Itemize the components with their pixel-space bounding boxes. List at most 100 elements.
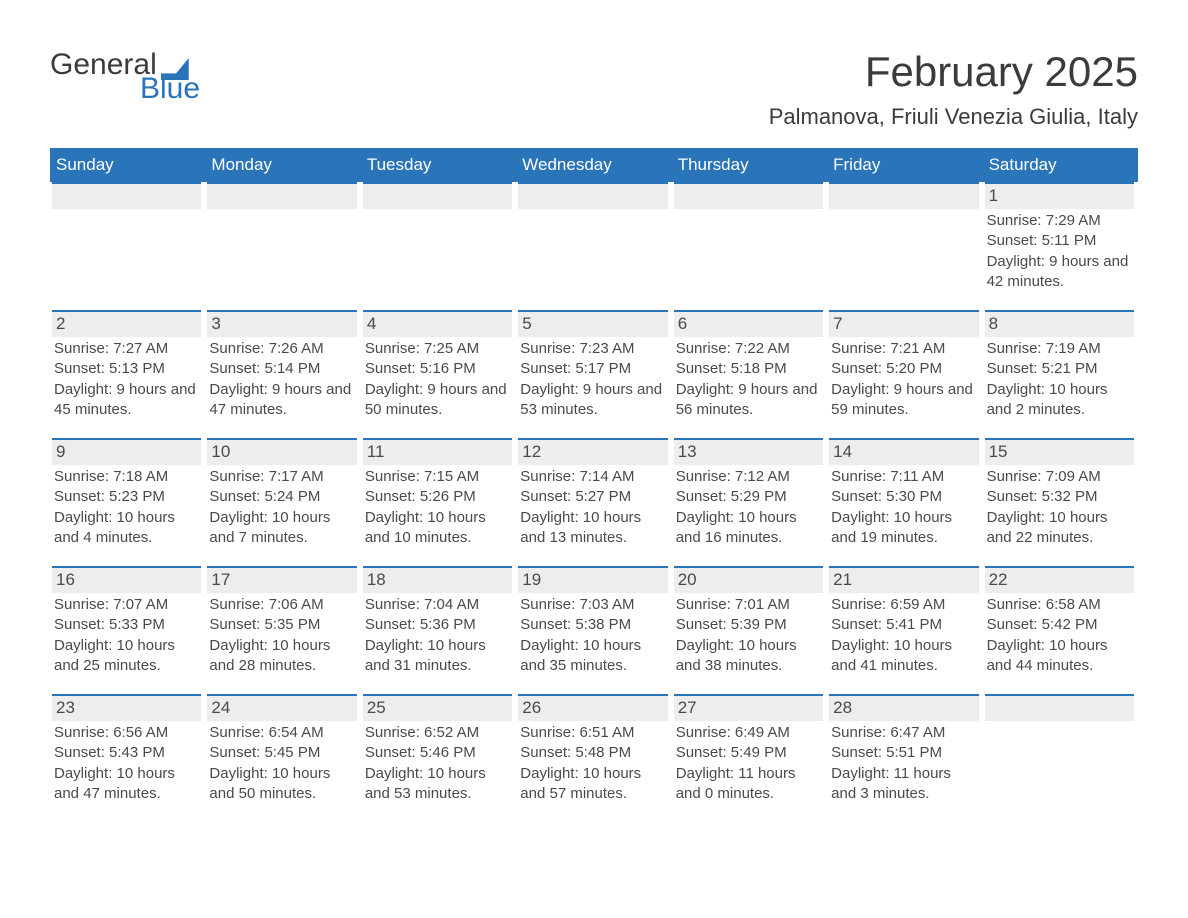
day-cell: 12Sunrise: 7:14 AMSunset: 5:27 PMDayligh… [516, 438, 671, 566]
sunset-text: Sunset: 5:17 PM [518, 359, 667, 379]
sunrise-text: Sunrise: 7:18 AM [52, 467, 201, 487]
day-cell: 7Sunrise: 7:21 AMSunset: 5:20 PMDaylight… [827, 310, 982, 438]
sunset-text: Sunset: 5:51 PM [829, 743, 978, 763]
day-cell: 2Sunrise: 7:27 AMSunset: 5:13 PMDaylight… [50, 310, 205, 438]
sunset-text: Sunset: 5:32 PM [985, 487, 1134, 507]
day-number: 22 [985, 566, 1134, 593]
day-number: 1 [985, 182, 1134, 209]
sunset-text: Sunset: 5:27 PM [518, 487, 667, 507]
day-cell: 26Sunrise: 6:51 AMSunset: 5:48 PMDayligh… [516, 694, 671, 822]
title-block: February 2025 Palmanova, Friuli Venezia … [769, 50, 1138, 130]
week-row: 2Sunrise: 7:27 AMSunset: 5:13 PMDaylight… [50, 310, 1138, 438]
location-subtitle: Palmanova, Friuli Venezia Giulia, Italy [769, 104, 1138, 130]
sunset-text: Sunset: 5:45 PM [207, 743, 356, 763]
day-cell: 28Sunrise: 6:47 AMSunset: 5:51 PMDayligh… [827, 694, 982, 822]
day-cell: 4Sunrise: 7:25 AMSunset: 5:16 PMDaylight… [361, 310, 516, 438]
day-number: 15 [985, 438, 1134, 465]
day-number [674, 182, 823, 209]
daylight-text: Daylight: 9 hours and 56 minutes. [674, 380, 823, 421]
weekday-header: Wednesday [516, 148, 671, 182]
sunset-text: Sunset: 5:14 PM [207, 359, 356, 379]
sunset-text: Sunset: 5:35 PM [207, 615, 356, 635]
sunrise-text: Sunrise: 7:12 AM [674, 467, 823, 487]
day-number: 17 [207, 566, 356, 593]
day-number: 5 [518, 310, 667, 337]
flag-icon [161, 58, 189, 80]
weekday-header-row: Sunday Monday Tuesday Wednesday Thursday… [50, 148, 1138, 182]
sunset-text: Sunset: 5:30 PM [829, 487, 978, 507]
sunrise-text: Sunrise: 7:21 AM [829, 339, 978, 359]
brand-logo: General Blue [50, 50, 200, 104]
day-number: 7 [829, 310, 978, 337]
day-cell: 5Sunrise: 7:23 AMSunset: 5:17 PMDaylight… [516, 310, 671, 438]
daylight-text: Daylight: 10 hours and 19 minutes. [829, 508, 978, 549]
page-header: General Blue February 2025 Palmanova, Fr… [50, 50, 1138, 130]
day-cell [361, 182, 516, 310]
daylight-text: Daylight: 9 hours and 53 minutes. [518, 380, 667, 421]
daylight-text: Daylight: 10 hours and 38 minutes. [674, 636, 823, 677]
day-cell: 8Sunrise: 7:19 AMSunset: 5:21 PMDaylight… [983, 310, 1138, 438]
day-number: 10 [207, 438, 356, 465]
sunset-text: Sunset: 5:18 PM [674, 359, 823, 379]
sunrise-text: Sunrise: 6:58 AM [985, 595, 1134, 615]
sunrise-text: Sunrise: 7:11 AM [829, 467, 978, 487]
day-cell: 3Sunrise: 7:26 AMSunset: 5:14 PMDaylight… [205, 310, 360, 438]
day-number [985, 694, 1134, 721]
day-number: 24 [207, 694, 356, 721]
week-row: 1Sunrise: 7:29 AMSunset: 5:11 PMDaylight… [50, 182, 1138, 310]
sunrise-text: Sunrise: 7:06 AM [207, 595, 356, 615]
sunrise-text: Sunrise: 7:19 AM [985, 339, 1134, 359]
sunset-text: Sunset: 5:48 PM [518, 743, 667, 763]
sunset-text: Sunset: 5:36 PM [363, 615, 512, 635]
daylight-text: Daylight: 9 hours and 59 minutes. [829, 380, 978, 421]
daylight-text: Daylight: 10 hours and 2 minutes. [985, 380, 1134, 421]
day-number: 20 [674, 566, 823, 593]
day-number [518, 182, 667, 209]
day-number [363, 182, 512, 209]
daylight-text: Daylight: 9 hours and 50 minutes. [363, 380, 512, 421]
week-row: 16Sunrise: 7:07 AMSunset: 5:33 PMDayligh… [50, 566, 1138, 694]
sunrise-text: Sunrise: 6:54 AM [207, 723, 356, 743]
sunrise-text: Sunrise: 7:17 AM [207, 467, 356, 487]
day-number: 13 [674, 438, 823, 465]
day-cell: 16Sunrise: 7:07 AMSunset: 5:33 PMDayligh… [50, 566, 205, 694]
day-cell: 21Sunrise: 6:59 AMSunset: 5:41 PMDayligh… [827, 566, 982, 694]
daylight-text: Daylight: 11 hours and 3 minutes. [829, 764, 978, 805]
day-number [207, 182, 356, 209]
day-number: 28 [829, 694, 978, 721]
day-number: 19 [518, 566, 667, 593]
sunrise-text: Sunrise: 7:14 AM [518, 467, 667, 487]
weeks-container: 1Sunrise: 7:29 AMSunset: 5:11 PMDaylight… [50, 182, 1138, 822]
day-cell: 6Sunrise: 7:22 AMSunset: 5:18 PMDaylight… [672, 310, 827, 438]
day-cell [516, 182, 671, 310]
day-number: 8 [985, 310, 1134, 337]
daylight-text: Daylight: 10 hours and 7 minutes. [207, 508, 356, 549]
daylight-text: Daylight: 10 hours and 22 minutes. [985, 508, 1134, 549]
sunrise-text: Sunrise: 7:27 AM [52, 339, 201, 359]
daylight-text: Daylight: 10 hours and 10 minutes. [363, 508, 512, 549]
sunrise-text: Sunrise: 7:04 AM [363, 595, 512, 615]
day-number: 18 [363, 566, 512, 593]
daylight-text: Daylight: 10 hours and 47 minutes. [52, 764, 201, 805]
day-cell: 25Sunrise: 6:52 AMSunset: 5:46 PMDayligh… [361, 694, 516, 822]
day-cell: 17Sunrise: 7:06 AMSunset: 5:35 PMDayligh… [205, 566, 360, 694]
day-number: 12 [518, 438, 667, 465]
day-cell [983, 694, 1138, 822]
daylight-text: Daylight: 9 hours and 45 minutes. [52, 380, 201, 421]
weekday-header: Saturday [983, 148, 1138, 182]
sunrise-text: Sunrise: 7:15 AM [363, 467, 512, 487]
day-cell [827, 182, 982, 310]
sunrise-text: Sunrise: 7:29 AM [985, 211, 1134, 231]
day-number: 25 [363, 694, 512, 721]
weekday-header: Friday [827, 148, 982, 182]
sunset-text: Sunset: 5:49 PM [674, 743, 823, 763]
daylight-text: Daylight: 10 hours and 50 minutes. [207, 764, 356, 805]
day-number: 4 [363, 310, 512, 337]
weekday-header: Tuesday [361, 148, 516, 182]
sunset-text: Sunset: 5:43 PM [52, 743, 201, 763]
day-cell [50, 182, 205, 310]
daylight-text: Daylight: 10 hours and 53 minutes. [363, 764, 512, 805]
week-row: 23Sunrise: 6:56 AMSunset: 5:43 PMDayligh… [50, 694, 1138, 822]
sunset-text: Sunset: 5:29 PM [674, 487, 823, 507]
sunrise-text: Sunrise: 6:51 AM [518, 723, 667, 743]
